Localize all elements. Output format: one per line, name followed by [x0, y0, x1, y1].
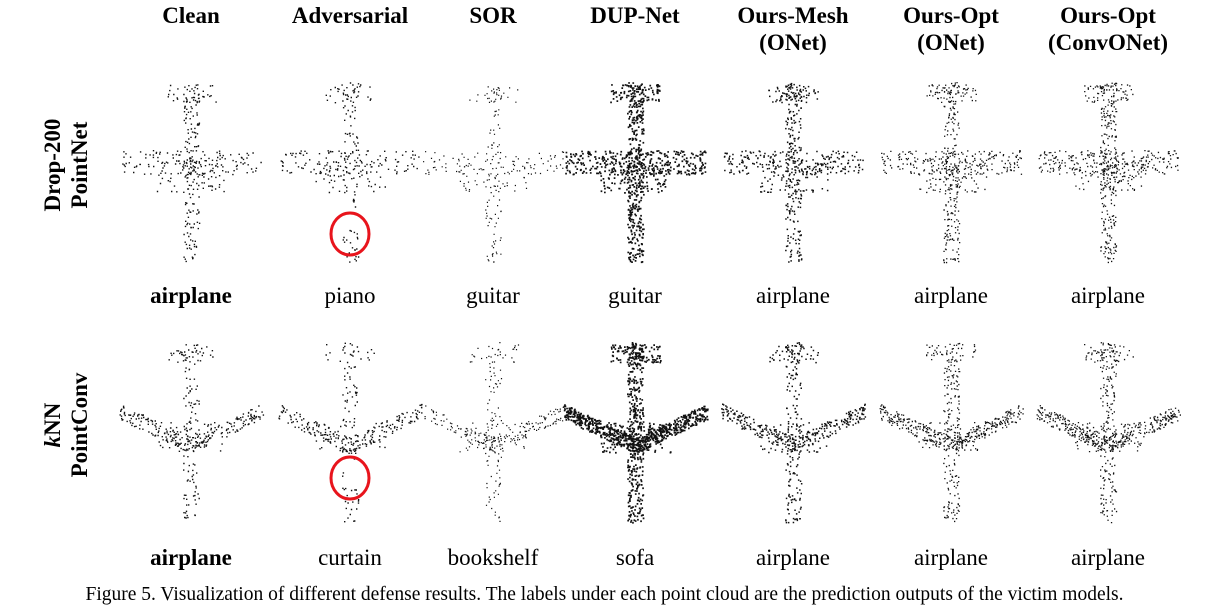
prediction-r1-c2: bookshelf: [447, 545, 539, 570]
point-cloud-r1-c5: [879, 342, 1024, 523]
prediction-r1-c3: sofa: [615, 545, 655, 570]
column-header-clean: Clean: [162, 3, 220, 28]
point-cloud-points: [563, 342, 709, 524]
point-cloud-r0-c6: [1038, 82, 1179, 264]
prediction-r1-c4: airplane: [755, 545, 831, 570]
point-cloud-r0-c2: [423, 86, 565, 263]
point-cloud-points: [565, 82, 707, 264]
prediction-r0-c2: guitar: [466, 283, 520, 308]
point-cloud-points: [881, 82, 1023, 264]
point-cloud-r0-c4: [723, 82, 864, 263]
prediction-r0-c6: airplane: [1070, 283, 1146, 308]
column-header-dup-net: DUP-Net: [590, 3, 680, 28]
row-label-drop-200-pointnet: Drop-200 PointNet: [40, 118, 92, 212]
point-cloud-r1-c1: [278, 342, 423, 523]
prediction-r0-c1: piano: [324, 283, 376, 308]
prediction-r0-c5: airplane: [913, 283, 989, 308]
prediction-r1-c6: airplane: [1070, 545, 1146, 570]
column-header-ours-opt-convonet: Ours-Opt (ConvONet): [1047, 3, 1169, 55]
point-cloud-points: [1036, 342, 1181, 524]
point-cloud-points: [280, 82, 420, 263]
prediction-r1-c5: airplane: [913, 545, 989, 570]
point-cloud-r1-c4: [721, 342, 867, 524]
prediction-r0-c0: airplane: [150, 283, 232, 308]
column-header-ours-mesh: Ours-Mesh (ONet): [737, 3, 849, 55]
highlight-circle: [329, 455, 371, 501]
point-cloud-points: [1038, 82, 1179, 264]
point-cloud-points: [424, 342, 566, 522]
row-label-knn-pointconv: kNN PointConv: [40, 372, 92, 478]
column-header-adversarial: Adversarial: [291, 3, 409, 28]
prediction-r1-c0: airplane: [150, 545, 232, 570]
point-cloud-r1-c6: [1036, 342, 1181, 524]
point-cloud-r0-c1: [280, 82, 420, 263]
column-header-sor: SOR: [469, 3, 517, 28]
point-cloud-r0-c5: [881, 82, 1023, 264]
figure-caption: Figure 5. Visualization of different def…: [85, 584, 1124, 605]
point-cloud-points: [723, 82, 864, 263]
point-cloud-r0-c0: [122, 84, 262, 263]
highlight-circle: [329, 211, 371, 257]
point-cloud-points: [879, 342, 1024, 523]
point-cloud-r0-c3: [565, 82, 707, 264]
prediction-r0-c4: airplane: [755, 283, 831, 308]
point-cloud-points: [423, 86, 565, 263]
point-cloud-r1-c0: [119, 344, 265, 519]
point-cloud-points: [278, 342, 423, 523]
point-cloud-points: [122, 84, 262, 263]
prediction-r0-c3: guitar: [608, 283, 662, 308]
column-header-ours-opt-onet: Ours-Opt (ONet): [903, 3, 999, 55]
point-cloud-r1-c3: [563, 342, 709, 524]
point-cloud-points: [119, 344, 265, 519]
point-cloud-points: [721, 342, 867, 524]
point-cloud-r1-c2: [424, 342, 566, 522]
prediction-r1-c1: curtain: [318, 545, 382, 570]
